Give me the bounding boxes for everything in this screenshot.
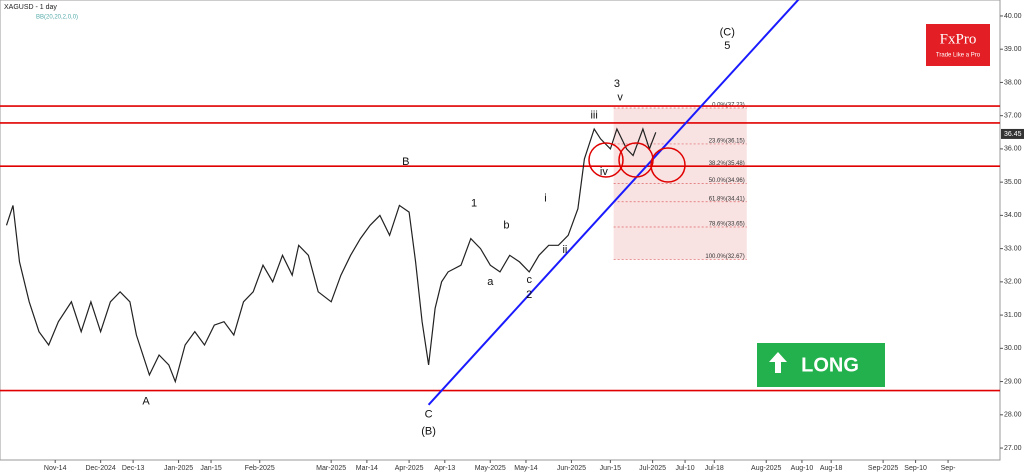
wave-label: (B) (421, 425, 436, 437)
x-tick-label: Feb-2025 (245, 465, 275, 472)
wave-label: iii (590, 110, 597, 122)
x-tick-label: Sep-2025 (868, 465, 898, 472)
y-tick-label: 30.00 (1004, 345, 1022, 352)
x-tick-label: Jul-18 (705, 465, 724, 472)
up-arrow-icon (769, 352, 787, 373)
x-tick-label: Sep- (941, 465, 956, 472)
wave-label: iv (600, 166, 608, 178)
wave-label: a (487, 276, 494, 288)
y-tick-label: 34.00 (1004, 212, 1022, 219)
wave-label: 1 (471, 198, 477, 210)
x-tick-label: Dec-2024 (85, 465, 115, 472)
x-tick-label: Aug-10 (791, 465, 814, 472)
tagline: Trade Like a Pro (936, 53, 981, 59)
x-tick-label: Mar-14 (356, 465, 378, 472)
x-tick-label: May-2025 (475, 465, 506, 472)
x-tick-label: Jul-2025 (639, 465, 666, 472)
logo-box (926, 24, 990, 66)
x-tick-label: Jan-15 (200, 465, 222, 472)
y-tick-label: 33.00 (1004, 245, 1022, 252)
fib-label: 38.2%(35.48) (709, 161, 745, 167)
signal-label: LONG (801, 354, 859, 376)
y-tick-label: 31.00 (1004, 312, 1022, 319)
wave-label: A (142, 395, 150, 407)
trend-line (427, 0, 800, 406)
y-tick-label: 35.00 (1004, 179, 1022, 186)
x-tick-label: Apr-13 (434, 465, 455, 472)
highlight-circle (588, 142, 624, 178)
last-price-box (1001, 128, 1024, 139)
last-price-label: 36.45 (1004, 131, 1022, 138)
chart-subtitle: BB(20,20,2,0,0) (36, 15, 78, 21)
x-tick-label: Nov-14 (44, 465, 67, 472)
y-tick-label: 32.00 (1004, 279, 1022, 286)
highlight-circle (650, 147, 686, 183)
y-tick-label: 40.00 (1004, 13, 1022, 20)
wave-label: ii (562, 244, 567, 256)
y-tick-label: 29.00 (1004, 378, 1022, 385)
y-tick-label: 39.00 (1004, 46, 1022, 53)
x-tick-label: May-14 (514, 465, 537, 472)
wave-label: 5 (724, 40, 730, 52)
x-tick-label: Apr-2025 (395, 465, 424, 472)
x-tick-label: Jun-15 (600, 465, 622, 472)
x-tick-label: Aug-18 (820, 465, 843, 472)
wave-label: B (402, 156, 409, 168)
y-tick-label: 36.00 (1004, 146, 1022, 153)
highlight-circle (618, 142, 654, 178)
fib-label: 100.0%(32.67) (705, 254, 744, 260)
y-tick-label: 28.00 (1004, 412, 1022, 419)
wave-label: b (503, 219, 509, 231)
fib-zone (613, 108, 747, 260)
x-tick-label: Sep-10 (904, 465, 927, 472)
wave-label: c (526, 274, 532, 286)
x-tick-label: Dec-13 (122, 465, 145, 472)
wave-label: 2 (526, 289, 532, 301)
wave-label: 3 (614, 78, 620, 90)
fib-label: 78.6%(33.65) (709, 222, 745, 228)
x-tick-label: Jul-10 (676, 465, 695, 472)
y-tick-label: 37.00 (1004, 113, 1022, 120)
x-tick-label: Jun-2025 (557, 465, 586, 472)
x-tick-label: Jan-2025 (164, 465, 193, 472)
price-line (5, 127, 657, 384)
fib-label: 50.0%(34.96) (709, 178, 745, 184)
y-tick-label: 27.00 (1004, 445, 1022, 452)
y-tick-label: 38.00 (1004, 79, 1022, 86)
wave-label: (C) (720, 26, 735, 38)
wave-label: i (544, 193, 546, 205)
x-tick-label: Mar-2025 (316, 465, 346, 472)
chart-title: XAGUSD - 1 day (4, 4, 57, 11)
logo: FxPro (940, 31, 977, 47)
fib-label: 23.6%(36.15) (709, 138, 745, 144)
x-tick-label: Aug-2025 (751, 465, 781, 472)
wave-label: v (617, 91, 623, 103)
wave-label: C (425, 409, 433, 421)
fib-label: 61.8%(34.41) (709, 196, 745, 202)
